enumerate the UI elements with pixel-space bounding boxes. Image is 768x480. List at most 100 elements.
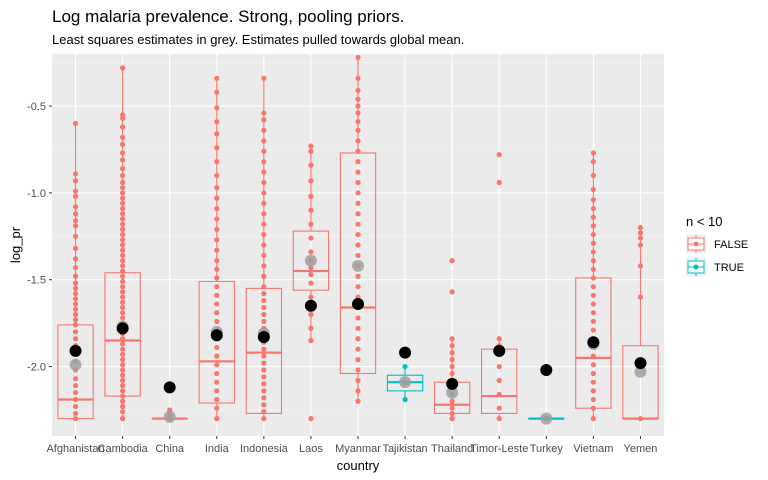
pooled-estimate-point xyxy=(257,331,270,344)
chart-subtitle: Least squares estimates in grey. Estimat… xyxy=(52,32,464,47)
observation-point xyxy=(261,200,267,206)
observation-point xyxy=(72,396,79,403)
observation-point xyxy=(355,367,361,373)
ls-estimate-point xyxy=(634,365,647,378)
x-tick-label: Cambodia xyxy=(98,443,149,455)
observation-point xyxy=(590,379,596,385)
observation-point xyxy=(261,252,267,259)
observation-point xyxy=(308,148,314,154)
observation-point xyxy=(355,75,361,81)
observation-point xyxy=(72,296,79,302)
y-tick-label: -0.5 xyxy=(27,101,46,113)
observation-point xyxy=(308,271,314,278)
observation-point xyxy=(261,242,267,248)
observation-point xyxy=(590,240,596,246)
observation-point xyxy=(496,152,502,158)
observation-point xyxy=(637,230,644,236)
observation-point xyxy=(355,138,361,144)
observation-point xyxy=(590,258,596,264)
observation-point xyxy=(72,211,79,217)
observation-point xyxy=(496,405,502,411)
observation-point xyxy=(261,318,267,324)
observation-point xyxy=(355,119,361,125)
observation-point xyxy=(355,148,361,154)
observation-point xyxy=(120,185,126,191)
observation-point xyxy=(449,410,455,417)
ls-estimate-point xyxy=(540,412,553,425)
observation-point xyxy=(355,54,361,61)
legend-label: FALSE xyxy=(714,239,748,251)
observation-point xyxy=(120,284,126,290)
observation-point xyxy=(355,221,361,227)
legend: n < 10 FALSE TRUE xyxy=(686,214,748,277)
observation-point xyxy=(120,304,126,311)
observation-point xyxy=(214,247,220,253)
observation-point xyxy=(72,336,79,342)
observation-point xyxy=(449,289,455,295)
observation-point xyxy=(261,297,267,304)
observation-point xyxy=(120,278,126,285)
observation-point xyxy=(72,218,79,224)
observation-point xyxy=(355,284,361,290)
y-tick-label: -2.0 xyxy=(27,362,46,374)
pooled-estimate-point xyxy=(210,329,223,342)
observation-point xyxy=(72,376,79,382)
observation-point xyxy=(308,280,314,286)
observation-point xyxy=(355,357,361,363)
legend-label: TRUE xyxy=(714,262,744,274)
observation-point xyxy=(214,195,220,201)
observation-point xyxy=(261,346,267,352)
observation-point xyxy=(590,327,596,333)
observation-point xyxy=(355,252,361,259)
observation-point xyxy=(261,360,267,366)
observation-point xyxy=(120,341,126,347)
observation-point xyxy=(590,159,596,165)
observation-point xyxy=(590,205,596,212)
observation-point xyxy=(355,127,361,133)
observation-point xyxy=(120,231,126,238)
observation-point xyxy=(355,169,361,175)
ls-estimate-point xyxy=(352,259,364,272)
observation-point xyxy=(120,367,126,373)
pooled-estimate-point xyxy=(399,346,412,359)
pooled-estimate-point xyxy=(634,357,647,370)
observation-point xyxy=(355,231,361,238)
observation-point xyxy=(261,395,267,401)
observation-point xyxy=(120,377,126,384)
observation-point xyxy=(308,337,314,344)
observation-point xyxy=(355,388,361,394)
observation-point xyxy=(261,138,267,144)
observation-point xyxy=(637,416,644,422)
observation-point xyxy=(120,263,126,269)
observation-point xyxy=(214,353,220,359)
observation-point xyxy=(120,247,126,253)
observation-point xyxy=(637,263,644,269)
observation-point xyxy=(214,258,220,264)
legend-item-false: FALSE xyxy=(686,234,748,254)
observation-point xyxy=(214,416,220,422)
observation-point xyxy=(72,280,79,286)
y-tick-label: -1.5 xyxy=(27,275,46,287)
observation-point xyxy=(590,266,596,272)
observation-point xyxy=(590,353,596,359)
observation-point xyxy=(590,186,596,193)
observation-point xyxy=(402,396,408,403)
legend-key-point xyxy=(693,241,699,247)
observation-point xyxy=(355,242,361,248)
pooled-estimate-point xyxy=(352,298,364,311)
observation-point xyxy=(261,367,267,373)
observation-point xyxy=(120,216,126,222)
x-tick-label: Tajikistan xyxy=(382,443,427,455)
observation-point xyxy=(72,322,79,328)
observation-point xyxy=(308,193,314,199)
x-tick-label: Thailand xyxy=(431,443,473,455)
observation-point xyxy=(261,409,267,415)
observation-point xyxy=(120,273,126,279)
observation-point xyxy=(72,329,79,335)
pooled-estimate-point xyxy=(304,299,317,312)
chart-title: Log malaria prevalence. Strong, pooling … xyxy=(52,7,404,26)
observation-point xyxy=(355,103,361,109)
x-tick-label: Turkey xyxy=(530,443,564,455)
ls-estimate-point xyxy=(304,254,317,267)
